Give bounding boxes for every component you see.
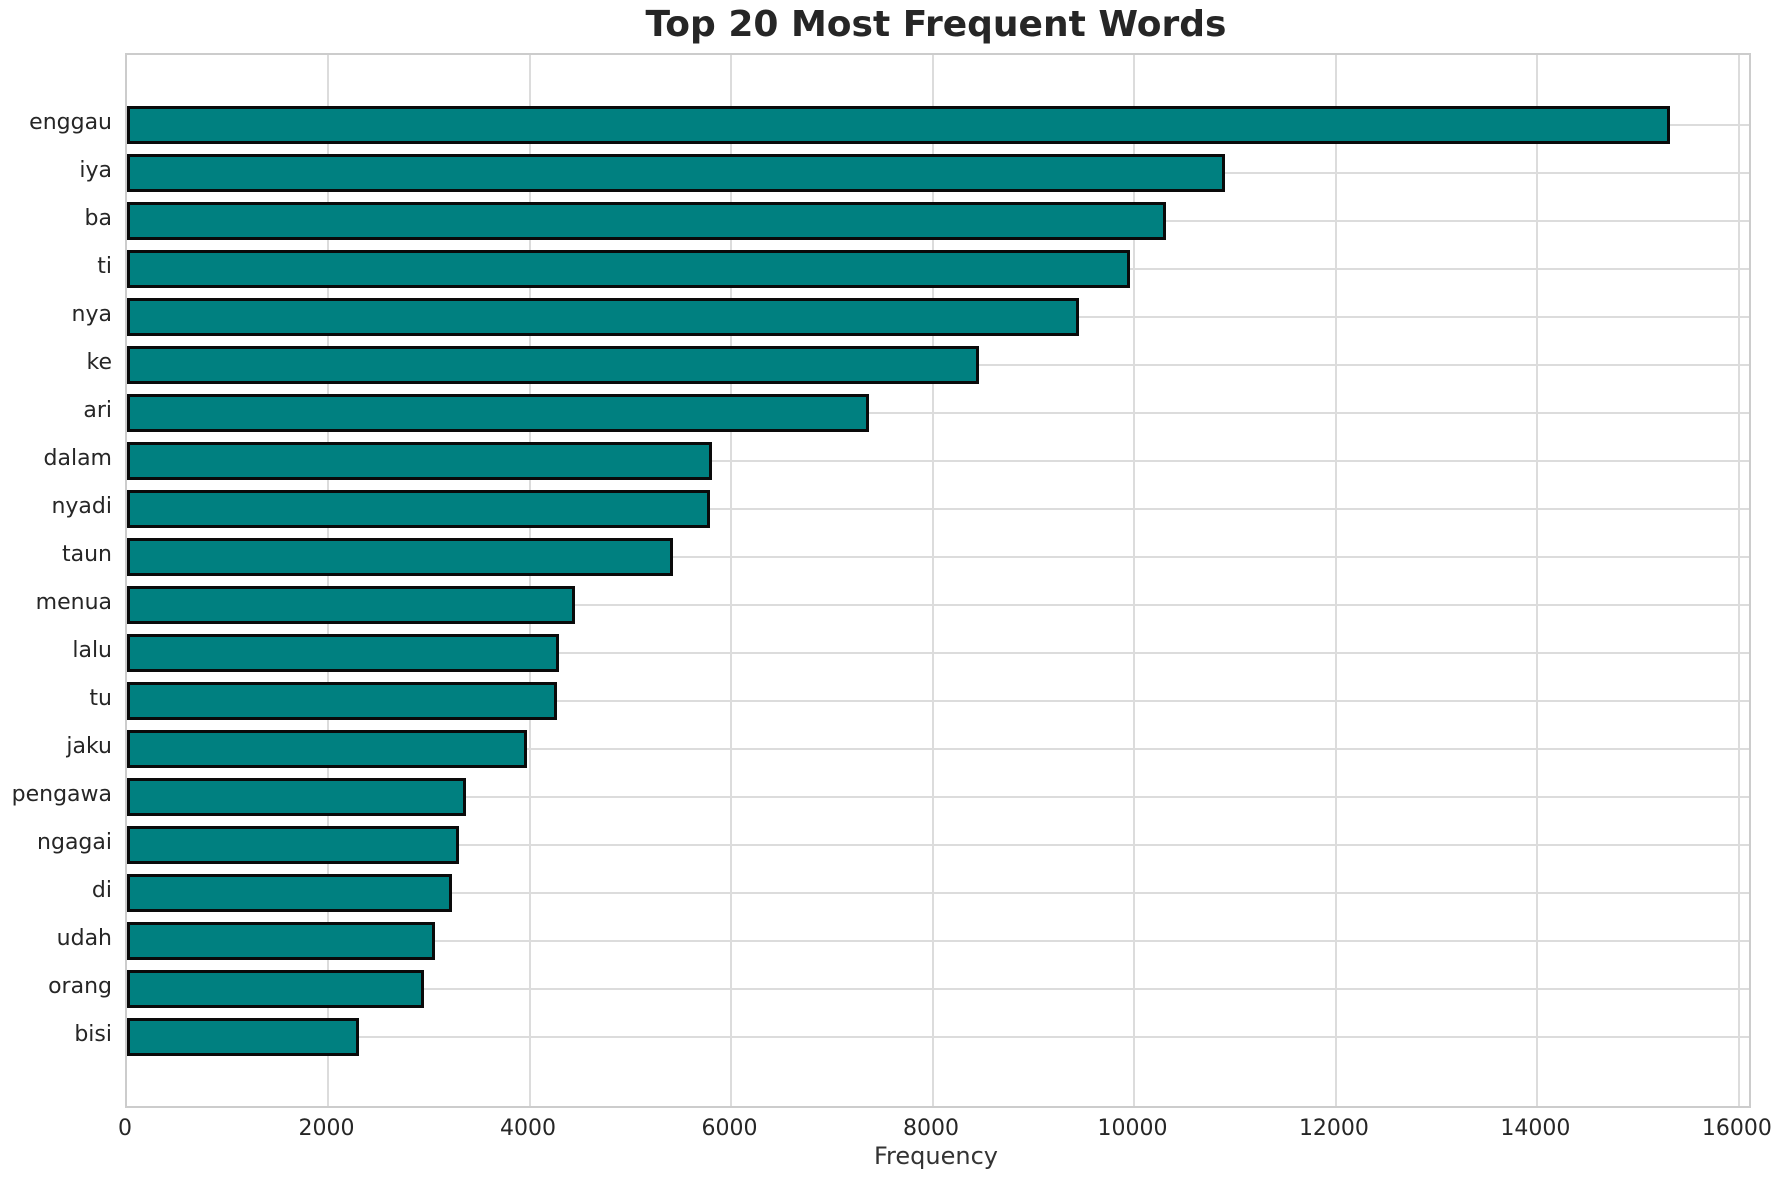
bar-ngagai — [127, 825, 460, 864]
vgridline-12000 — [1334, 55, 1337, 1106]
y-tick-label-di: di — [91, 877, 112, 903]
y-tick-label-dalam: dalam — [43, 445, 112, 471]
x-tick-label-0: 0 — [118, 1116, 132, 1141]
vgridline-4000 — [528, 55, 531, 1106]
hgridline-dalam — [127, 459, 1749, 462]
y-tick-label-ke: ke — [86, 349, 113, 375]
hgridline-pengawa — [127, 795, 1749, 798]
x-tick-label-2000: 2000 — [298, 1116, 355, 1141]
y-tick-label-ti: ti — [97, 253, 112, 279]
y-tick-label-taun: taun — [62, 541, 112, 567]
y-tick-label-bisi: bisi — [74, 1021, 112, 1047]
y-tick-label-ari: ari — [83, 397, 112, 423]
bar-tu — [127, 681, 558, 720]
y-tick-label-jaku: jaku — [66, 733, 112, 759]
bar-jaku — [127, 729, 527, 768]
bar-orang — [127, 969, 425, 1008]
x-tick-label-16000: 16000 — [1701, 1116, 1772, 1141]
bar-lalu — [127, 633, 560, 672]
y-tick-label-nyadi: nyadi — [51, 493, 112, 519]
bar-menua — [127, 585, 576, 624]
plot-area — [125, 53, 1751, 1108]
y-tick-label-iya: iya — [79, 157, 112, 183]
bar-di — [127, 873, 453, 912]
hgridline-ari — [127, 411, 1749, 414]
hgridline-tu — [127, 699, 1749, 702]
vgridline-16000 — [1737, 55, 1740, 1106]
bar-iya — [127, 153, 1226, 192]
hgridline-ngagai — [127, 843, 1749, 846]
bar-udah — [127, 921, 436, 960]
vgridline-14000 — [1536, 55, 1539, 1106]
vgridline-6000 — [730, 55, 733, 1106]
y-tick-label-udah: udah — [56, 925, 112, 951]
x-tick-label-8000: 8000 — [902, 1116, 959, 1141]
hgridline-udah — [127, 939, 1749, 942]
y-tick-label-enggau: enggau — [29, 109, 112, 135]
bar-taun — [127, 537, 674, 576]
bar-ti — [127, 249, 1131, 288]
hgridline-orang — [127, 987, 1749, 990]
bar-nya — [127, 297, 1080, 336]
y-tick-label-ngagai: ngagai — [37, 829, 112, 855]
bar-ari — [127, 393, 870, 432]
y-tick-label-menua: menua — [35, 589, 112, 615]
bar-ke — [127, 345, 980, 384]
hgridline-lalu — [127, 651, 1749, 654]
x-tick-label-6000: 6000 — [701, 1116, 758, 1141]
y-tick-label-ba: ba — [84, 205, 112, 231]
hgridline-bisi — [127, 1035, 1749, 1038]
bar-nyadi — [127, 489, 711, 528]
vgridline-8000 — [931, 55, 934, 1106]
y-tick-label-nya: nya — [71, 301, 112, 327]
x-tick-label-12000: 12000 — [1298, 1116, 1369, 1141]
hgridline-jaku — [127, 747, 1749, 750]
chart-title: Top 20 Most Frequent Words — [645, 4, 1227, 45]
vgridline-10000 — [1133, 55, 1136, 1106]
hgridline-menua — [127, 603, 1749, 606]
x-axis-label: Frequency — [874, 1142, 998, 1170]
hgridline-taun — [127, 555, 1749, 558]
bar-enggau — [127, 105, 1671, 144]
bar-pengawa — [127, 777, 466, 816]
hgridline-di — [127, 891, 1749, 894]
vgridline-2000 — [327, 55, 330, 1106]
x-tick-label-14000: 14000 — [1500, 1116, 1571, 1141]
y-tick-label-tu: tu — [89, 685, 112, 711]
bar-ba — [127, 201, 1166, 240]
bar-bisi — [127, 1017, 359, 1056]
x-tick-label-10000: 10000 — [1097, 1116, 1168, 1141]
x-tick-label-4000: 4000 — [499, 1116, 556, 1141]
bar-dalam — [127, 441, 713, 480]
y-tick-label-pengawa: pengawa — [11, 781, 112, 807]
y-tick-label-lalu: lalu — [72, 637, 112, 663]
hgridline-nyadi — [127, 507, 1749, 510]
y-tick-label-orang: orang — [48, 973, 112, 999]
